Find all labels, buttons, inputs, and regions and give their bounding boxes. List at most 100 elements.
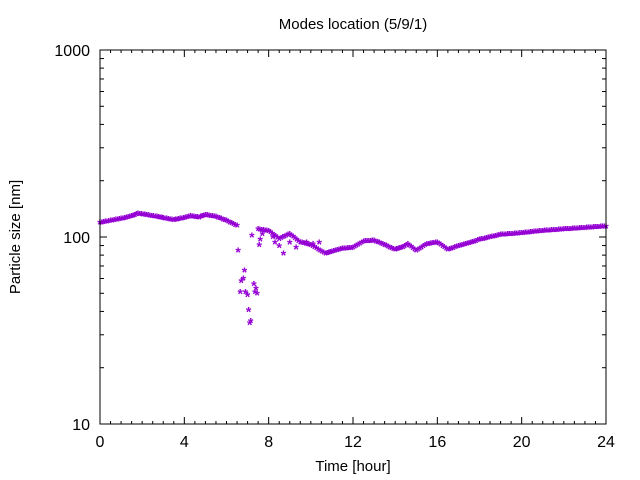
data-point: * (152, 210, 158, 226)
data-point: * (251, 278, 257, 294)
data-point: * (272, 236, 278, 252)
data-point: * (350, 241, 356, 257)
data-point: * (482, 232, 488, 248)
data-point: * (181, 211, 187, 227)
data-point: * (137, 207, 143, 223)
data-point: * (544, 224, 550, 240)
data-point: * (402, 239, 408, 255)
data-point: * (310, 240, 316, 256)
data-point: * (99, 216, 105, 232)
data-point: * (287, 227, 293, 243)
data-point: * (479, 233, 485, 249)
data-point: * (559, 223, 565, 239)
data-point: * (124, 211, 130, 227)
data-point: * (558, 223, 564, 239)
data-point: * (415, 243, 421, 259)
data-point: * (343, 242, 349, 258)
data-point: * (319, 245, 325, 261)
data-point: * (257, 223, 263, 239)
data-point: * (176, 213, 182, 229)
data-point: * (540, 224, 546, 240)
data-point: * (179, 212, 185, 228)
data-point: * (310, 238, 316, 254)
data-point: * (208, 209, 214, 225)
data-point: * (394, 243, 400, 259)
data-point: * (429, 237, 435, 253)
data-point: * (135, 207, 141, 223)
data-point: * (598, 220, 604, 236)
data-point: * (472, 235, 478, 251)
data-point: * (280, 231, 286, 247)
data-point: * (294, 233, 300, 249)
data-point: * (118, 212, 124, 228)
data-point: * (315, 243, 321, 259)
data-point: * (249, 229, 255, 245)
data-point: * (593, 221, 599, 237)
data-point: * (314, 242, 320, 258)
data-point: * (201, 209, 207, 225)
data-point: * (431, 236, 437, 252)
data-point: * (380, 238, 386, 254)
data-point: * (470, 235, 476, 251)
data-point: * (168, 213, 174, 229)
data-point: * (494, 229, 500, 245)
data-point: * (452, 241, 458, 257)
data-point: * (345, 242, 351, 258)
data-point: * (151, 210, 157, 226)
data-point: * (213, 210, 219, 226)
data-point: * (528, 226, 534, 242)
data-point: * (556, 223, 562, 239)
data-point: * (113, 213, 119, 229)
data-point: * (505, 228, 511, 244)
data-point: * (587, 221, 593, 237)
data-point: * (239, 275, 245, 291)
data-point: * (164, 212, 170, 228)
data-point: * (547, 224, 553, 240)
data-point: * (477, 233, 483, 249)
data-point: * (454, 240, 460, 256)
data-point: * (287, 236, 293, 252)
data-point: * (354, 239, 360, 255)
data-point: * (147, 209, 153, 225)
data-point: * (268, 226, 274, 242)
data-point: * (270, 231, 276, 247)
data-point: * (500, 228, 506, 244)
y-axis-label: Particle size [nm] (7, 180, 24, 294)
data-point: * (422, 239, 428, 255)
data-point: * (503, 228, 509, 244)
data-point: * (292, 232, 298, 248)
data-point: * (545, 224, 551, 240)
data-point: * (331, 245, 337, 261)
data-point: * (301, 237, 307, 253)
data-point: * (371, 234, 377, 250)
data-point: * (269, 227, 275, 243)
data-point: * (157, 211, 163, 227)
data-point: * (421, 240, 427, 256)
data-point: * (186, 210, 192, 226)
data-point: * (333, 244, 339, 260)
data-point: * (450, 241, 456, 257)
data-point: * (463, 238, 469, 254)
data-point: * (456, 239, 462, 255)
data-point: * (417, 242, 423, 258)
data-point: * (161, 212, 167, 228)
data-point: * (111, 214, 117, 230)
data-point: * (347, 242, 353, 258)
data-point: * (303, 237, 309, 253)
data-point: * (533, 225, 539, 241)
data-point: * (222, 214, 228, 230)
data-point: * (459, 238, 465, 254)
data-point: * (584, 221, 590, 237)
data-point: * (329, 245, 335, 261)
data-point: * (414, 244, 420, 260)
data-point: * (144, 208, 150, 224)
data-point: * (570, 222, 576, 238)
data-point: * (296, 234, 302, 250)
y-tick-label: 10 (72, 417, 90, 434)
data-point: * (219, 212, 225, 228)
x-tick-label: 8 (264, 434, 273, 451)
data-point: * (139, 208, 145, 224)
data-point: * (573, 222, 579, 238)
data-point: * (101, 216, 107, 232)
data-point: * (433, 236, 439, 252)
